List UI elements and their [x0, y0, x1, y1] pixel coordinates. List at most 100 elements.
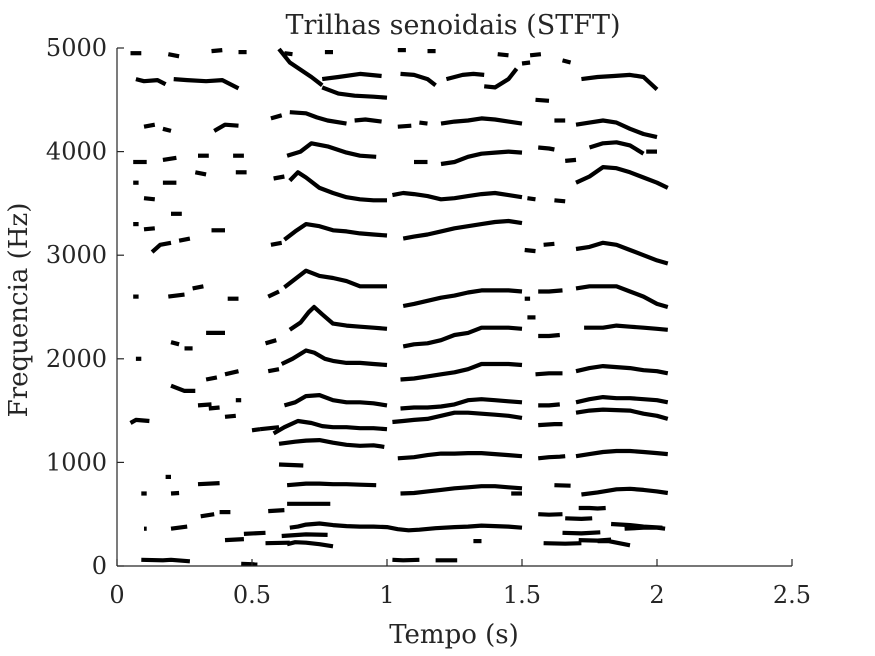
sinusoidal-track — [535, 371, 563, 377]
sinusoidal-track — [270, 113, 283, 121]
y-tick-label: 2000 — [46, 345, 107, 373]
sinusoidal-track — [392, 410, 523, 425]
sinusoidal-track — [578, 505, 606, 511]
sinusoidal-track — [538, 422, 563, 428]
sinusoidal-track — [535, 97, 550, 103]
sinusoidal-track — [321, 85, 388, 100]
sinusoidal-track — [402, 325, 523, 349]
sinusoidal-track — [527, 196, 536, 202]
sinusoidal-track — [440, 116, 523, 126]
sinusoidal-track — [178, 236, 191, 243]
sinusoidal-track — [575, 284, 669, 310]
sinusoidal-track — [194, 170, 207, 177]
sinusoidal-track — [419, 120, 428, 126]
sinusoidal-track — [538, 402, 560, 408]
sinusoidal-track — [267, 367, 280, 374]
sinusoidal-track — [281, 532, 328, 539]
sinusoidal-track — [135, 77, 167, 87]
sinusoidal-track — [497, 52, 509, 58]
sinusoidal-track — [224, 369, 239, 377]
sinusoidal-track — [208, 405, 220, 411]
sinusoidal-track — [529, 52, 542, 58]
sinusoidal-track — [288, 304, 388, 332]
sinusoidal-track — [243, 530, 266, 536]
sinusoidal-track — [538, 512, 563, 517]
sinusoidal-track — [283, 268, 387, 289]
sinusoidal-track — [391, 190, 523, 202]
y-tick-label: 0 — [92, 552, 107, 580]
sinusoidal-track — [277, 47, 324, 87]
sinusoidal-track — [278, 438, 385, 449]
sinusoidal-track — [400, 71, 437, 87]
sinusoidal-track — [565, 516, 593, 522]
x-tick-label: 1.5 — [503, 581, 541, 609]
sinusoidal-track — [575, 448, 668, 459]
sinusoidal-track — [197, 402, 212, 408]
x-tick-label: 0.5 — [233, 581, 271, 609]
sinusoidal-track — [445, 71, 485, 82]
track-lines — [129, 47, 669, 567]
sinusoidal-track — [213, 122, 239, 133]
sinusoidal-track — [354, 117, 382, 124]
sinusoidal-track — [575, 240, 669, 266]
sinusoidal-track — [205, 375, 218, 382]
x-tick-label: 1 — [379, 581, 394, 609]
sinusoidal-track — [289, 521, 523, 533]
sinusoidal-track — [575, 364, 669, 376]
sinusoidal-track — [197, 481, 220, 487]
y-axis-ticks: 0 1000 2000 3000 4000 5000 — [46, 34, 124, 580]
sinusoidal-track — [173, 77, 240, 91]
sinusoidal-track — [286, 540, 334, 549]
sinusoidal-track — [402, 288, 523, 309]
sinusoidal-track — [543, 241, 555, 247]
sinusoidal-track — [192, 284, 204, 291]
sinusoidal-track — [259, 425, 280, 432]
sinusoidal-track — [402, 218, 523, 241]
sinusoidal-track — [286, 141, 377, 159]
x-tick-label: 2.5 — [773, 581, 811, 609]
sinusoidal-track — [581, 72, 659, 91]
sinusoidal-track — [624, 525, 666, 531]
y-tick-label: 3000 — [46, 241, 107, 269]
sinusoidal-track — [283, 393, 388, 408]
sinusoidal-track — [224, 413, 236, 419]
sinusoidal-track — [538, 145, 555, 152]
sinusoidal-track — [168, 292, 185, 299]
sinusoidal-track — [167, 52, 180, 59]
sinusoidal-track — [286, 481, 377, 488]
sinusoidal-track — [524, 247, 536, 254]
sinusoidal-track — [538, 332, 560, 339]
sinusoidal-track — [289, 110, 347, 126]
sinusoidal-track — [397, 451, 523, 461]
sinusoidal-track — [284, 51, 293, 57]
sinusoidal-track — [392, 557, 420, 563]
sinusoidal-track — [280, 348, 388, 368]
sinusoidal-track — [170, 490, 180, 496]
sinusoidal-track — [162, 126, 172, 133]
sinusoidal-track — [143, 196, 156, 202]
sinusoidal-track — [267, 289, 280, 299]
sinusoidal-track — [211, 48, 223, 54]
sinusoidal-track — [170, 340, 180, 347]
sinusoidal-track — [272, 418, 388, 436]
sinusoidal-track — [150, 240, 172, 254]
y-tick-label: 5000 — [46, 34, 107, 62]
sinusoidal-track — [521, 60, 531, 66]
sinusoidal-track — [578, 537, 612, 543]
x-tick-label: 2 — [649, 581, 664, 609]
sinusoidal-track — [270, 240, 283, 247]
sinusoidal-track — [283, 222, 388, 242]
sinusoidal-track — [575, 395, 669, 405]
sinusoidal-track — [561, 58, 572, 65]
sinusoidal-track — [581, 486, 669, 497]
y-axis-label: Frequencia (Hz) — [4, 203, 34, 418]
sinusoidal-track — [170, 383, 196, 393]
sinusoidal-track — [538, 288, 563, 294]
sinusoidal-track — [554, 198, 566, 204]
sinusoidal-track — [588, 140, 645, 156]
sinusoidal-track — [575, 118, 658, 140]
sinusoidal-track — [268, 508, 285, 514]
y-tick-label: 4000 — [46, 138, 107, 166]
sinusoidal-track — [143, 226, 155, 232]
